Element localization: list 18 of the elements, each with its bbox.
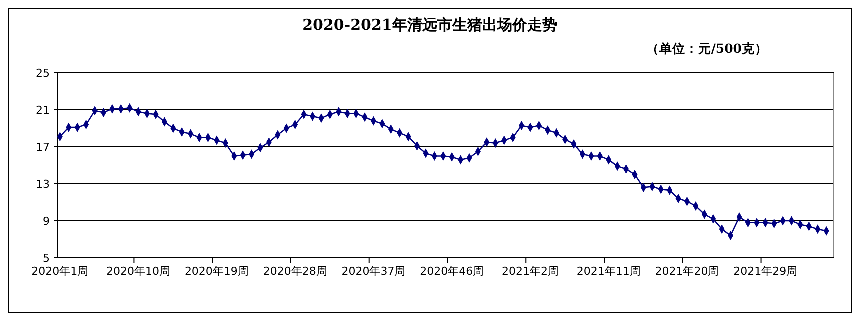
y-tick-label: 9	[43, 215, 50, 228]
x-tick-label: 2021年20周	[655, 265, 720, 278]
x-tick-label: 2020年19周	[184, 265, 249, 278]
y-tick-label: 25	[36, 67, 50, 80]
chart-subtitle: （单位：元/500克）	[646, 41, 768, 56]
y-tick-label: 5	[43, 252, 50, 265]
x-tick-label: 2020年10周	[106, 265, 171, 278]
x-tick-label: 2020年28周	[263, 265, 328, 278]
x-tick-label: 2020年1周	[32, 265, 89, 278]
x-tick-label: 2020年46周	[420, 265, 484, 278]
x-tick-label: 2021年29周	[734, 265, 798, 278]
y-tick-label: 17	[36, 141, 50, 154]
x-tick-label: 2021年2周	[502, 265, 559, 278]
y-tick-label: 13	[36, 178, 50, 191]
x-tick-label: 2021年11周	[576, 265, 641, 278]
x-tick-label: 2020年37周	[342, 265, 406, 278]
y-tick-label: 21	[36, 104, 50, 117]
chart-title: 2020-2021年清远市生猪出场价走势	[302, 16, 558, 34]
